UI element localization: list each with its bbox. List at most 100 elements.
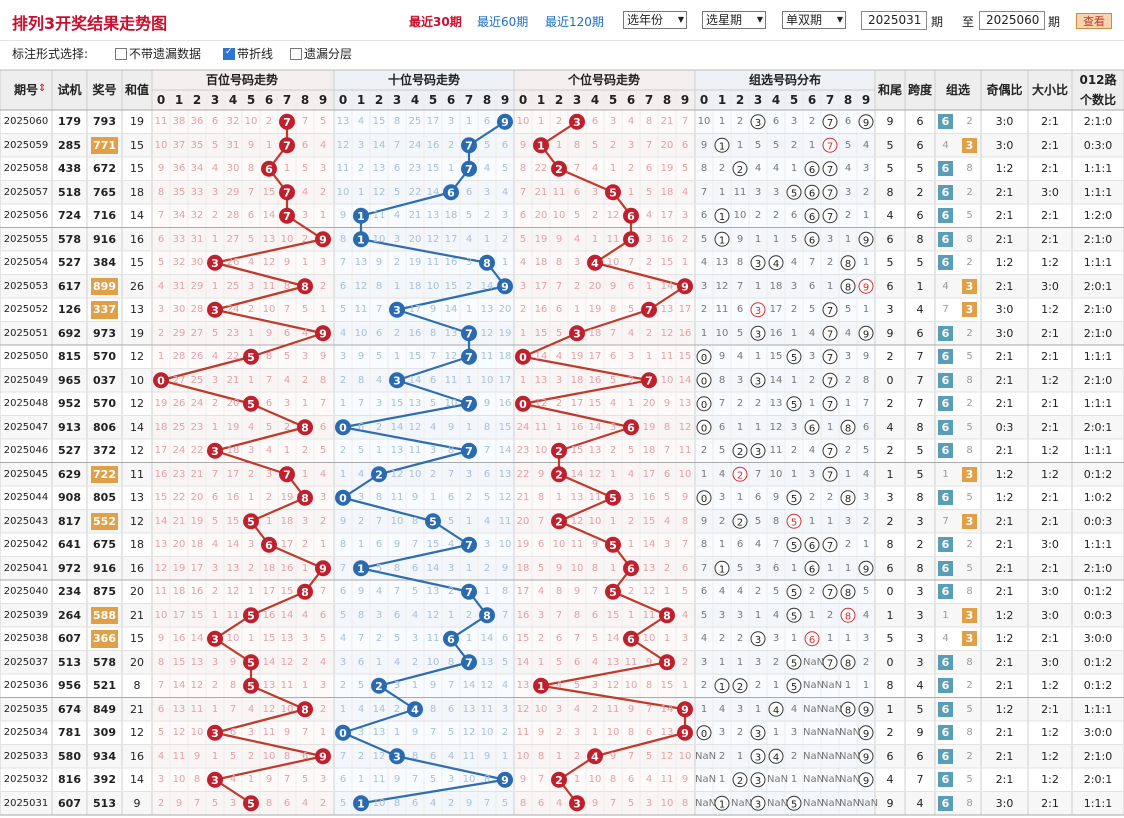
row-bs: 2:1 xyxy=(1041,561,1059,575)
units-ball xyxy=(677,701,693,718)
sort-icon[interactable]: ⇕ xyxy=(38,83,47,94)
group-dist-ball-label: 9 xyxy=(863,752,869,763)
omission-value: 30 xyxy=(172,304,186,315)
omission-value: 6 xyxy=(537,539,545,550)
omission-value: 2 xyxy=(844,539,852,550)
row-tail: 6 xyxy=(886,279,894,293)
omission-value: 7 xyxy=(754,468,762,480)
units-ball xyxy=(569,795,585,812)
weekday-select[interactable]: 选星期 xyxy=(702,11,766,29)
tens-ball-label: 3 xyxy=(393,374,401,387)
hundreds-ball xyxy=(243,677,259,694)
omission-value: 1 xyxy=(736,421,744,433)
omission-value: 2 xyxy=(826,257,834,268)
omission-value: 16 xyxy=(769,327,783,339)
omission-value: 17 xyxy=(678,304,692,315)
header-digit: 5 xyxy=(246,93,256,107)
group-dist-ball xyxy=(840,701,856,717)
omission-value: 19 xyxy=(588,304,602,315)
header-digit: 3 xyxy=(572,93,582,107)
omission-value: 14 xyxy=(588,421,602,433)
row-span: 2 xyxy=(916,538,924,551)
row-issue: 2025034 xyxy=(3,727,49,738)
omission-value: 7 xyxy=(339,750,347,762)
omission-value: 9 xyxy=(718,351,726,362)
option-bar: 标注形式选择: 不带遗漏数据 带折线 遗漏分层 xyxy=(0,41,1124,69)
start-issue-input[interactable]: 2025031 xyxy=(861,11,927,30)
omission-value: 5 xyxy=(393,186,401,198)
omission-value: 3 xyxy=(754,186,762,198)
units-ball xyxy=(533,137,549,154)
group-dist-ball xyxy=(858,325,874,341)
group-dist-ball xyxy=(732,513,748,529)
query-button[interactable]: 查看 xyxy=(1076,13,1112,29)
omission-value: 16 xyxy=(154,468,168,480)
omission-value: 12 xyxy=(570,515,584,527)
row-tail: 5 xyxy=(886,256,894,269)
header-digit: 2 xyxy=(735,93,745,107)
omission-value: 25 xyxy=(172,421,186,433)
row-route: 2:0:1 xyxy=(1083,773,1113,786)
omission-value: 15 xyxy=(444,280,458,292)
omission-value: 6 xyxy=(375,539,383,550)
group-dist-ball-label: 5 xyxy=(791,658,797,669)
recent-30-link[interactable]: 最近30期 xyxy=(409,15,462,29)
units-ball xyxy=(623,207,639,224)
group-dist-ball xyxy=(822,161,838,177)
omission-value: 9 xyxy=(537,727,545,738)
omission-value: 8 xyxy=(501,586,509,597)
tens-ball xyxy=(335,419,351,436)
row-sum: 12 xyxy=(130,350,144,363)
omission-value: 15 xyxy=(262,186,276,198)
year-select[interactable]: 选年份 xyxy=(623,11,687,29)
recent-60-link[interactable]: 最近60期 xyxy=(477,15,529,29)
omission-value: 9 xyxy=(700,515,708,527)
omission-value: 6 xyxy=(429,374,437,386)
omission-value: 3 xyxy=(844,515,852,527)
omission-value: 12 xyxy=(354,280,368,292)
row-issue: 2025057 xyxy=(3,186,49,198)
units-ball xyxy=(551,442,567,459)
omission-value: 1 xyxy=(700,468,708,480)
end-issue-input[interactable]: 2025060 xyxy=(979,11,1045,30)
group-dist-ball xyxy=(750,325,766,341)
no-omission-checkbox[interactable] xyxy=(115,48,127,60)
omission-value: 9 xyxy=(663,398,671,409)
group-dist-ball xyxy=(822,466,838,482)
omission-value: 19 xyxy=(642,421,656,433)
row-bs: 2:1 xyxy=(1041,397,1059,410)
row-tail: 9 xyxy=(886,115,894,128)
omission-value: 6 xyxy=(447,703,455,715)
omission-value: 11 xyxy=(715,304,729,315)
units-ball-label: 1 xyxy=(537,680,545,693)
omission-value: 6 xyxy=(591,609,599,621)
recent-120-link[interactable]: 最近120期 xyxy=(545,15,604,29)
omission-value: 3 xyxy=(663,539,671,550)
omission-value: 2 xyxy=(447,797,455,809)
row-oe: 3:0 xyxy=(995,326,1014,340)
omission-value: 8 xyxy=(393,116,401,127)
omission-value: 6 xyxy=(301,139,309,151)
header-digit: 8 xyxy=(482,93,492,107)
hundreds-ball-label: 3 xyxy=(211,727,219,740)
omission-value: 2 xyxy=(736,633,744,644)
parity-select[interactable]: 单双期 xyxy=(782,11,846,29)
omission-value: 3 xyxy=(700,280,708,292)
omission-value: 3 xyxy=(211,186,219,198)
omission-value: 4 xyxy=(808,445,816,456)
row-issue: 2025054 xyxy=(3,257,49,268)
omission-layer-checkbox[interactable] xyxy=(290,48,302,60)
row-bs: 2:1 xyxy=(1041,326,1059,340)
polyline-checkbox[interactable] xyxy=(223,47,235,60)
omission-value: 3 xyxy=(718,609,726,621)
to-label: 至 xyxy=(962,15,975,29)
omission-value: 1 xyxy=(718,774,726,785)
omission-value: 9 xyxy=(175,797,183,809)
omission-value: 3 xyxy=(736,703,744,715)
row-sum: 9 xyxy=(133,796,141,810)
row-prize: 716 xyxy=(93,209,116,222)
omission-value: 5 xyxy=(754,515,762,527)
omission-value: 8 xyxy=(555,257,563,268)
row-tail: 8 xyxy=(886,679,894,692)
group-dist-ball-label: 7 xyxy=(827,188,833,199)
